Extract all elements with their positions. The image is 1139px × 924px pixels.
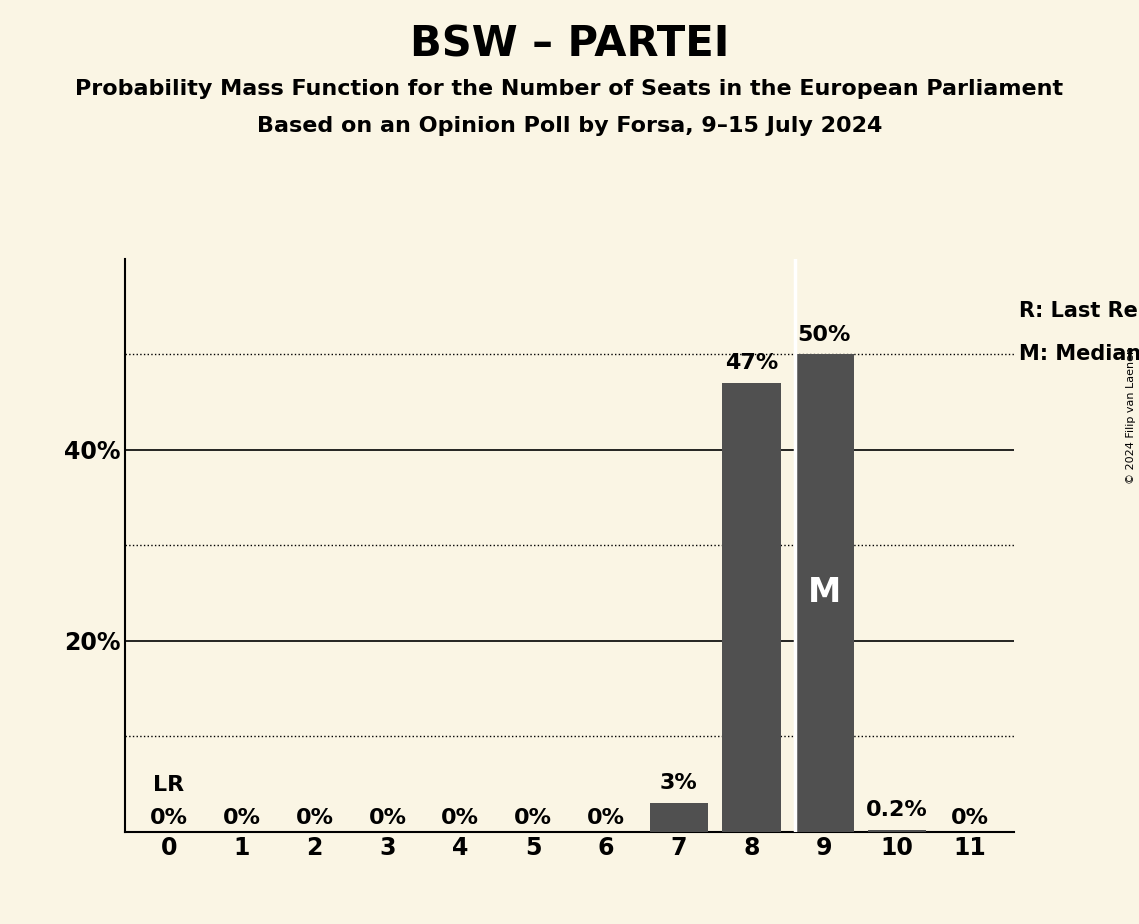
Text: 0%: 0% (296, 808, 334, 828)
Text: 0%: 0% (514, 808, 552, 828)
Text: © 2024 Filip van Laenen: © 2024 Filip van Laenen (1126, 347, 1136, 484)
Bar (868, 830, 926, 832)
Text: R: Last Result: R: Last Result (1019, 301, 1139, 322)
Text: LR: LR (154, 775, 185, 796)
Text: 0%: 0% (441, 808, 480, 828)
Text: 47%: 47% (724, 353, 778, 373)
Text: M: M (808, 577, 841, 610)
Text: 50%: 50% (797, 324, 851, 345)
Text: Probability Mass Function for the Number of Seats in the European Parliament: Probability Mass Function for the Number… (75, 79, 1064, 99)
Text: 0%: 0% (951, 808, 989, 828)
Text: 0%: 0% (368, 808, 407, 828)
Text: 0%: 0% (587, 808, 625, 828)
Bar (795, 354, 853, 832)
Text: 3%: 3% (659, 773, 697, 794)
Text: 0%: 0% (223, 808, 261, 828)
Text: M: Median: M: Median (1019, 344, 1139, 364)
Text: 0%: 0% (150, 808, 188, 828)
Text: Based on an Opinion Poll by Forsa, 9–15 July 2024: Based on an Opinion Poll by Forsa, 9–15 … (256, 116, 883, 136)
Text: BSW – PARTEI: BSW – PARTEI (410, 23, 729, 65)
Text: 0.2%: 0.2% (867, 800, 928, 821)
Bar (722, 383, 780, 832)
Bar (649, 803, 707, 832)
